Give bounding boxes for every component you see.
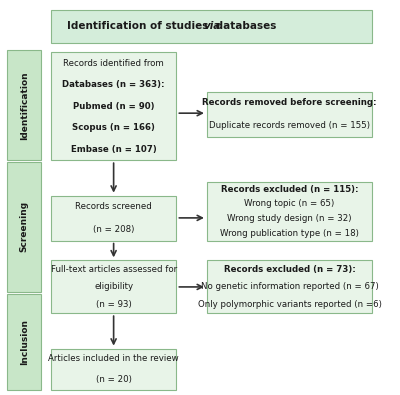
- FancyBboxPatch shape: [51, 348, 176, 390]
- Text: Identification: Identification: [20, 71, 29, 140]
- Text: (n = 20): (n = 20): [96, 375, 132, 384]
- FancyBboxPatch shape: [207, 260, 372, 313]
- Text: Embase (n = 107): Embase (n = 107): [71, 145, 156, 154]
- Text: Wrong publication type (n = 18): Wrong publication type (n = 18): [220, 229, 359, 238]
- Text: Records identified from: Records identified from: [63, 59, 164, 68]
- Text: Scopus (n = 166): Scopus (n = 166): [72, 123, 155, 132]
- Text: Inclusion: Inclusion: [20, 319, 29, 365]
- Text: Databases (n = 363):: Databases (n = 363):: [62, 80, 165, 89]
- FancyBboxPatch shape: [7, 162, 41, 292]
- FancyBboxPatch shape: [207, 92, 372, 137]
- Text: Identification of studies: Identification of studies: [66, 21, 212, 32]
- FancyBboxPatch shape: [51, 196, 176, 241]
- Text: Screening: Screening: [20, 201, 29, 252]
- Text: via: via: [203, 21, 220, 32]
- Text: Pubmed (n = 90): Pubmed (n = 90): [73, 102, 154, 111]
- Text: No genetic information reported (n = 67): No genetic information reported (n = 67): [201, 282, 378, 291]
- Text: Wrong study design (n = 32): Wrong study design (n = 32): [227, 214, 352, 223]
- FancyBboxPatch shape: [51, 53, 176, 160]
- Text: Full-text articles assessed for: Full-text articles assessed for: [50, 265, 177, 274]
- FancyBboxPatch shape: [51, 10, 372, 43]
- Text: Articles included in the review: Articles included in the review: [48, 354, 179, 363]
- Text: databases: databases: [212, 21, 276, 32]
- FancyBboxPatch shape: [51, 260, 176, 313]
- Text: Records excluded (n = 73):: Records excluded (n = 73):: [224, 265, 356, 274]
- Text: Records removed before screening:: Records removed before screening:: [202, 98, 377, 107]
- FancyBboxPatch shape: [7, 51, 41, 160]
- FancyBboxPatch shape: [207, 182, 372, 241]
- FancyBboxPatch shape: [7, 293, 41, 390]
- Text: Records screened: Records screened: [75, 202, 152, 211]
- Text: Records excluded (n = 115):: Records excluded (n = 115):: [221, 185, 358, 194]
- Text: Duplicate records removed (n = 155): Duplicate records removed (n = 155): [209, 121, 370, 130]
- Text: Only polymorphic variants reported (n =6): Only polymorphic variants reported (n =6…: [198, 300, 382, 309]
- Text: (n = 208): (n = 208): [93, 225, 134, 234]
- Text: Wrong topic (n = 65): Wrong topic (n = 65): [244, 199, 335, 209]
- Text: eligibility: eligibility: [94, 282, 133, 291]
- Text: (n = 93): (n = 93): [96, 300, 132, 309]
